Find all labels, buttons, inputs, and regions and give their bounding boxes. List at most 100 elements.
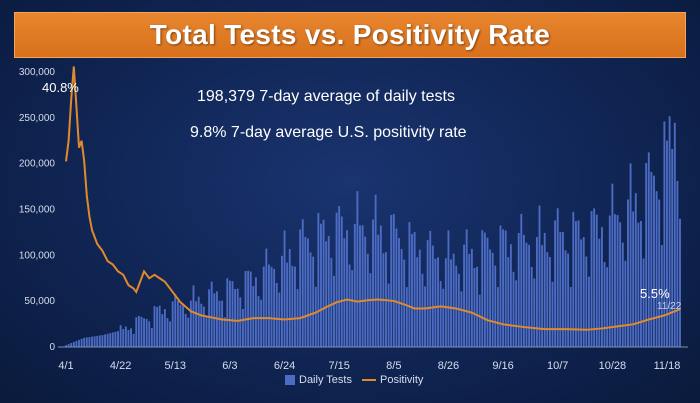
daily-tests-bar <box>327 236 330 347</box>
daily-tests-bar <box>101 335 104 347</box>
daily-tests-bar <box>148 321 151 347</box>
daily-tests-bar <box>554 220 557 347</box>
daily-tests-bar <box>67 344 70 347</box>
daily-tests-bar <box>340 216 343 347</box>
daily-tests-bar <box>226 278 229 347</box>
daily-tests-bar <box>572 211 575 347</box>
daily-tests-bar <box>470 248 473 347</box>
daily-tests-bar <box>228 280 231 347</box>
daily-tests-bar <box>361 225 364 347</box>
daily-tests-bar <box>647 152 650 347</box>
daily-tests-bar <box>517 232 520 347</box>
daily-tests-bar <box>205 316 208 347</box>
daily-tests-bar <box>372 219 374 347</box>
daily-tests-bar <box>127 329 130 347</box>
x-tick-label: 4/1 <box>58 360 73 372</box>
daily-tests-bar <box>601 227 603 347</box>
daily-tests-bar <box>616 215 619 347</box>
x-axis-ticks: 4/1 4/22 5/13 6/3 6/24 7/15 8/5 8/26 9/16 10/7 10/… <box>58 360 680 372</box>
daily-tests-bar <box>143 318 145 347</box>
daily-tests-bar <box>346 230 348 347</box>
daily-tests-bar <box>236 288 239 347</box>
daily-tests-bar <box>244 271 247 347</box>
daily-tests-bar <box>387 283 390 347</box>
daily-tests-bar <box>174 294 177 347</box>
daily-tests-bar <box>374 194 377 347</box>
daily-tests-bar <box>325 241 328 347</box>
daily-tests-bar <box>377 234 380 347</box>
daily-tests-bar <box>522 234 525 347</box>
x-tick-label: 11/18 <box>654 360 681 372</box>
daily-tests-bar <box>588 276 590 347</box>
daily-tests-bar <box>424 286 426 347</box>
daily-tests-bar <box>413 232 416 347</box>
daily-tests-bar <box>301 219 304 347</box>
daily-tests-bar <box>330 257 333 347</box>
daily-tests-bar <box>304 236 307 347</box>
daily-tests-bar <box>192 285 195 347</box>
daily-tests-bar <box>75 340 78 347</box>
daily-tests-bar <box>421 273 424 347</box>
daily-tests-bar <box>450 259 452 347</box>
daily-tests-bar <box>359 225 361 347</box>
daily-tests-bar <box>538 205 541 347</box>
daily-tests-bar <box>247 270 250 347</box>
daily-tests-bar <box>320 223 322 347</box>
daily-tests-bar <box>679 218 681 347</box>
daily-tests-bar <box>145 318 148 347</box>
daily-tests-bar <box>395 228 398 347</box>
daily-tests-bar <box>668 116 671 347</box>
daily-tests-bar <box>431 245 434 347</box>
daily-tests-bar <box>114 331 117 347</box>
daily-tests-bar <box>483 232 486 347</box>
daily-tests-bar <box>582 237 585 347</box>
daily-tests-bar <box>169 321 171 347</box>
daily-tests-bar <box>426 240 429 347</box>
daily-tests-bar <box>260 299 263 347</box>
daily-tests-bar <box>130 328 132 347</box>
daily-tests-bar <box>179 304 182 347</box>
daily-tests-bar <box>468 253 471 347</box>
positivity-average-stat: 9.8% 7-day average U.S. positivity rate <box>190 124 467 141</box>
daily-tests-bar <box>567 253 570 347</box>
daily-tests-bar <box>262 266 265 347</box>
daily-tests-bar <box>676 180 679 347</box>
daily-tests-bar <box>627 199 629 347</box>
x-tick-label: 9/16 <box>492 360 513 372</box>
daily-tests-bar <box>197 296 200 347</box>
daily-tests-bar <box>161 314 164 347</box>
daily-tests-bar <box>343 238 346 347</box>
legend-item-line: Positivity <box>361 374 423 386</box>
daily-tests-bar <box>590 211 593 347</box>
daily-tests-bar <box>140 316 143 347</box>
bars-layer <box>65 116 681 347</box>
x-tick-label: 10/28 <box>599 360 627 372</box>
daily-tests-bar <box>455 265 458 347</box>
daily-tests-bar <box>666 140 668 347</box>
daily-tests-bar <box>80 338 83 347</box>
daily-tests-bar <box>494 265 497 347</box>
y-tick-label: 0 <box>49 342 55 353</box>
daily-tests-bar <box>379 225 382 347</box>
daily-tests-bar <box>502 229 505 347</box>
daily-tests-bar <box>569 287 572 347</box>
daily-tests-bar <box>239 297 242 347</box>
latest-date-label: 11/22 <box>657 301 682 312</box>
daily-tests-bar <box>158 305 161 347</box>
daily-tests-bar <box>504 230 507 347</box>
daily-tests-bar <box>176 300 179 347</box>
daily-tests-bar <box>499 225 502 347</box>
daily-tests-bar <box>231 281 234 347</box>
daily-tests-bar <box>137 315 140 347</box>
daily-tests-bar <box>270 266 273 347</box>
daily-tests-bar <box>93 336 96 347</box>
daily-tests-bar <box>551 281 554 347</box>
daily-tests-bar <box>189 300 192 347</box>
daily-tests-bar <box>72 342 75 347</box>
daily-tests-bar <box>624 260 627 347</box>
x-tick-label: 5/13 <box>165 360 186 372</box>
daily-tests-bar <box>307 238 309 347</box>
daily-tests-bar <box>254 277 257 347</box>
